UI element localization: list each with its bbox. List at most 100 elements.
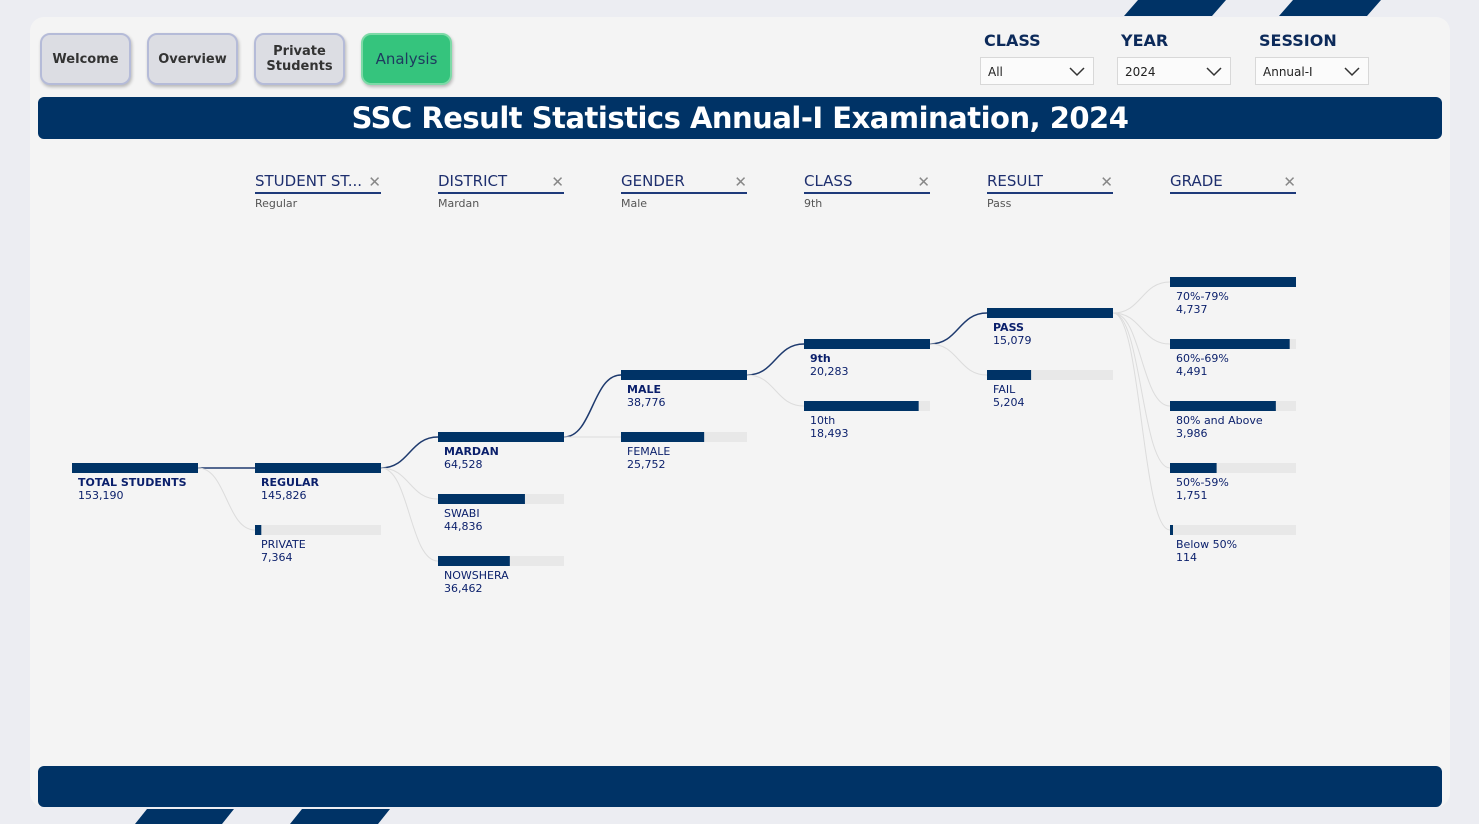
node-fail-bar[interactable] (987, 370, 1032, 380)
level-selected-value: Mardan (438, 197, 480, 210)
level-selected-value: 9th (804, 197, 823, 210)
level-header: CLASS ✕ (804, 170, 930, 194)
node-fail-name: FAIL (993, 383, 1016, 396)
private-students-button[interactable]: Private Students (254, 33, 345, 85)
inactive-connector (197, 467, 256, 531)
remove-level-icon[interactable]: ✕ (734, 173, 747, 191)
year-dropdown[interactable]: 2024 (1117, 57, 1231, 85)
welcome-button[interactable]: Welcome (40, 33, 131, 85)
node-50-59-value: 1,751 (1176, 489, 1208, 502)
overview-label: Overview (158, 51, 227, 67)
node-mardan-label: MARDAN 64,528 (444, 445, 499, 471)
node-female-bar[interactable] (621, 432, 705, 442)
inactive-connector (1112, 312, 1171, 345)
node-50-59-label: 50%-59% 1,751 (1176, 476, 1229, 502)
level-header-name: RESULT (987, 172, 1043, 190)
remove-level-icon[interactable]: ✕ (551, 173, 564, 191)
active-connector (380, 436, 439, 469)
node-nowshera-label: NOWSHERA 36,462 (444, 569, 509, 595)
remove-level-icon[interactable]: ✕ (1100, 173, 1113, 191)
node-60-69-value: 4,491 (1176, 365, 1208, 378)
remove-level-icon[interactable]: ✕ (368, 173, 381, 191)
node-private-value: 7,364 (261, 551, 293, 564)
total-students-name: TOTAL STUDENTS (78, 476, 187, 489)
overview-button[interactable]: Overview (147, 33, 238, 85)
node-10th-bar[interactable] (804, 401, 919, 411)
inactive-connector (929, 343, 988, 376)
remove-level-icon[interactable]: ✕ (917, 173, 930, 191)
chevron-down-icon (1344, 67, 1360, 77)
node-male-label: MALE 38,776 (627, 383, 666, 409)
node-mardan-value: 64,528 (444, 458, 483, 471)
inactive-connector (380, 467, 439, 562)
node-80-and-above-label: 80% and Above 3,986 (1176, 414, 1263, 440)
session-dropdown-value: Annual-I (1263, 65, 1313, 79)
active-connector (563, 374, 622, 438)
node-below-50-bar[interactable] (1170, 525, 1173, 535)
node-pass-value: 15,079 (993, 334, 1032, 347)
footer-banner (38, 766, 1442, 807)
node-9th-bar[interactable] (804, 339, 930, 349)
node-10th-label: 10th 18,493 (810, 414, 849, 440)
level-header: GRADE ✕ (1170, 170, 1296, 194)
level-header-name: DISTRICT (438, 172, 508, 190)
node-80-and-above-bar[interactable] (1170, 401, 1276, 411)
node-swabi-name: SWABI (444, 507, 480, 520)
node-60-69-bar[interactable] (1170, 339, 1290, 349)
node-private-bar[interactable] (255, 525, 262, 535)
level-header: RESULT ✕ (987, 170, 1113, 194)
node-below-50-value: 114 (1176, 551, 1197, 564)
private-label-line1: Private (273, 44, 326, 59)
chevron-down-icon (1069, 67, 1085, 77)
node-pass-bar[interactable] (987, 308, 1113, 318)
year-dropdown-value: 2024 (1125, 65, 1156, 79)
node-below-50-name: Below 50% (1176, 538, 1238, 551)
node-swabi-bar[interactable] (438, 494, 525, 504)
total-students-bar[interactable] (72, 463, 198, 473)
inactive-connector (380, 467, 439, 500)
node-9th-name: 9th (810, 352, 831, 365)
node-pass-name: PASS (993, 321, 1024, 334)
level-selected-value: Male (621, 197, 648, 210)
node-70-79-value: 4,737 (1176, 303, 1208, 316)
analysis-button[interactable]: Analysis (361, 33, 452, 85)
node-80-and-above-value: 3,986 (1176, 427, 1208, 440)
level-header: STUDENT ST... ✕ (255, 170, 381, 194)
class-dropdown[interactable]: All (980, 57, 1094, 85)
node-fail-value: 5,204 (993, 396, 1025, 409)
node-fail-label: FAIL 5,204 (993, 383, 1025, 409)
node-regular-value: 145,826 (261, 489, 307, 502)
node-nowshera-name: NOWSHERA (444, 569, 509, 582)
node-50-59-name: 50%-59% (1176, 476, 1229, 489)
total-students-label: TOTAL STUDENTS 153,190 (78, 476, 187, 502)
node-pass-label: PASS 15,079 (993, 321, 1032, 347)
node-private-name: PRIVATE (261, 538, 306, 551)
level-header-name: CLASS (804, 172, 853, 190)
session-filter-label: SESSION (1259, 31, 1337, 50)
session-dropdown[interactable]: Annual-I (1255, 57, 1369, 85)
active-connector (929, 312, 988, 345)
node-swabi-value: 44,836 (444, 520, 483, 533)
level-selected-value: Regular (255, 197, 298, 210)
node-regular-bar[interactable] (255, 463, 381, 473)
node-regular-name: REGULAR (261, 476, 319, 489)
level-header-name: GENDER (621, 172, 685, 190)
year-filter-label: YEAR (1121, 31, 1169, 50)
level-header: DISTRICT ✕ (438, 170, 564, 194)
page-title: SSC Result Statistics Annual-I Examinati… (351, 101, 1129, 135)
node-private-track (255, 525, 381, 535)
node-9th-value: 20,283 (810, 365, 849, 378)
report-canvas (30, 17, 1450, 807)
node-70-79-bar[interactable] (1170, 277, 1296, 287)
level-header: GENDER ✕ (621, 170, 747, 194)
node-70-79-name: 70%-79% (1176, 290, 1229, 303)
node-female-name: FEMALE (627, 445, 671, 458)
node-mardan-bar[interactable] (438, 432, 564, 442)
remove-level-icon[interactable]: ✕ (1283, 173, 1296, 191)
level-selected-value: Pass (987, 197, 1012, 210)
node-nowshera-bar[interactable] (438, 556, 510, 566)
node-male-bar[interactable] (621, 370, 747, 380)
node-50-59-bar[interactable] (1170, 463, 1217, 473)
node-male-value: 38,776 (627, 396, 666, 409)
